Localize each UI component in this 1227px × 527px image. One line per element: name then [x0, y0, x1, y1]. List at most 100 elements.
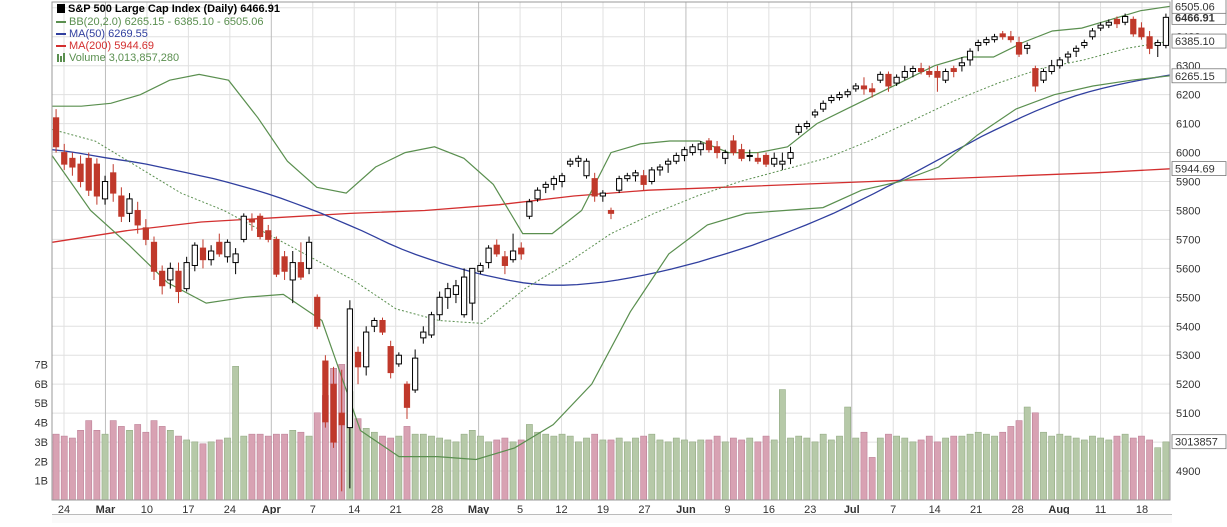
candle-up — [983, 39, 990, 44]
candle-down — [199, 247, 207, 261]
candle-up — [550, 178, 557, 185]
candle-down — [860, 85, 868, 90]
x-tick-label: 14 — [348, 504, 360, 516]
volume-bar — [1113, 435, 1121, 501]
candle-up — [877, 73, 884, 81]
candle-up — [444, 288, 451, 298]
price-tag-label: 6385.10 — [1175, 36, 1215, 48]
volume-bar — [689, 441, 696, 501]
candle-up — [1064, 53, 1072, 58]
price-tick-label: 5400 — [1176, 321, 1200, 333]
x-tick-label: 28 — [1011, 504, 1023, 516]
volume-tick-label: 2B — [35, 456, 48, 468]
volume-bar — [1048, 435, 1056, 501]
volume-tick-label: 3B — [35, 437, 48, 449]
volume-bar — [868, 457, 876, 501]
candle-down — [93, 163, 100, 197]
candle-up — [289, 262, 296, 281]
candle-down — [159, 270, 166, 287]
candle-up — [1097, 24, 1104, 29]
bb-lower-line — [51, 75, 1171, 461]
volume-tag-box — [1171, 434, 1227, 450]
x-tick-label: 21 — [970, 504, 982, 516]
candle-down — [713, 146, 721, 154]
candle-down — [110, 172, 117, 194]
candle-down — [762, 154, 770, 165]
volume-bar — [844, 406, 852, 501]
volume-bar — [305, 435, 313, 501]
candle-up — [567, 160, 574, 165]
candle-up — [852, 85, 859, 90]
candle-up — [1122, 15, 1129, 23]
volume-bar — [983, 433, 990, 501]
volume-bar — [77, 430, 84, 501]
volume-bar — [925, 435, 933, 501]
volume-bar — [991, 435, 998, 501]
candle-down — [1007, 36, 1014, 41]
volume-bar — [860, 431, 868, 501]
candle-up — [534, 189, 541, 200]
price-tick-label: 6000 — [1176, 148, 1200, 160]
candle-up — [1024, 44, 1031, 49]
candle-up — [485, 247, 492, 264]
candle-up — [901, 70, 908, 78]
volume-bar — [452, 441, 460, 501]
volume-bar — [558, 433, 566, 501]
volume-bar — [599, 439, 607, 501]
volume-bar — [672, 437, 680, 501]
candle-up — [673, 154, 680, 162]
volume-bar — [787, 437, 794, 501]
candle-up — [126, 198, 133, 214]
candle-up — [942, 70, 949, 81]
volume-bar — [1007, 426, 1015, 501]
candle-up — [722, 152, 729, 159]
candle-up — [469, 267, 476, 304]
bb-upper-line — [52, 5, 1171, 235]
volume-bar — [232, 366, 239, 501]
volume-bar — [313, 412, 321, 501]
volume-bar — [697, 439, 705, 501]
price-tick-label: 6100 — [1176, 119, 1200, 131]
candle-down — [77, 163, 84, 183]
candle-down — [640, 175, 647, 185]
volume-tick-label: 1B — [35, 476, 48, 488]
candle-down — [150, 241, 158, 272]
candle-up — [412, 357, 419, 391]
volume-bar — [1138, 435, 1145, 501]
volume-bar — [934, 441, 941, 501]
volume-bar — [468, 430, 476, 501]
volume-bar — [118, 426, 125, 501]
volume-bar — [1015, 420, 1023, 501]
volume-bar — [419, 433, 427, 501]
x-tick-label: 23 — [804, 504, 816, 516]
volume-bar — [85, 420, 93, 501]
price-tick-label: 5300 — [1176, 350, 1200, 362]
volume-tick-label: 5B — [35, 398, 48, 410]
candle-down — [338, 412, 345, 426]
candle-down — [118, 195, 125, 217]
volume-bar — [403, 426, 411, 501]
volume-bar — [893, 435, 900, 501]
volume-bar — [664, 441, 672, 501]
volume-bar — [444, 439, 452, 501]
candle-up — [828, 97, 835, 101]
volume-bar — [370, 431, 378, 501]
x-tick-label: Apr — [262, 504, 282, 516]
volume-bar — [738, 439, 745, 501]
x-tick-label: 14 — [929, 504, 941, 516]
volume-bar — [681, 439, 688, 501]
volume-bar — [656, 439, 664, 501]
x-tick-label: 18 — [1136, 504, 1148, 516]
price-tag-label: 5944.69 — [1175, 164, 1215, 176]
price-tick-label: 5500 — [1176, 292, 1200, 304]
candle-down — [607, 209, 615, 214]
candle-up — [436, 296, 443, 316]
volume-bar — [1072, 437, 1080, 501]
candle-down — [934, 70, 941, 78]
candle-up — [363, 331, 370, 368]
volume-bar — [1089, 435, 1096, 501]
candle-down — [134, 209, 141, 226]
volume-bar — [779, 389, 786, 501]
candle-down — [950, 68, 957, 72]
